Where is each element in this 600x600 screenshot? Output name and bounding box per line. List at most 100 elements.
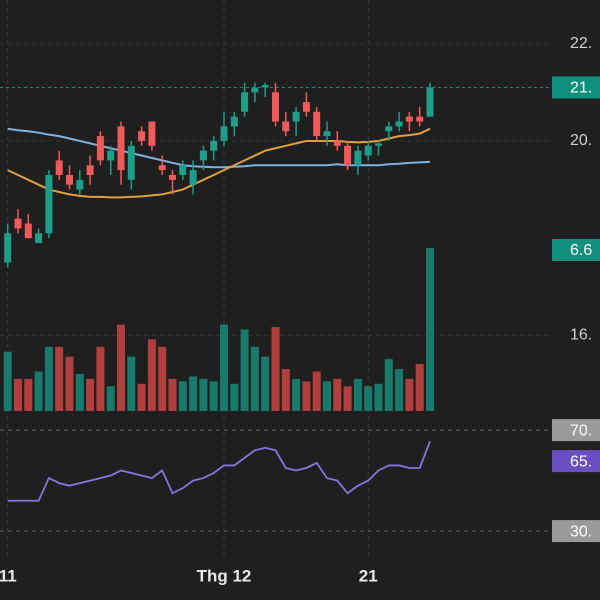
volume-bar <box>220 324 228 411</box>
candle-body <box>210 140 218 151</box>
volume-bar <box>292 378 301 411</box>
volume-bar <box>3 351 12 411</box>
candle-body <box>35 233 43 244</box>
candle-body <box>169 174 176 180</box>
volume-bar <box>261 356 270 411</box>
candle-body <box>76 179 84 190</box>
volume-bar <box>127 356 136 411</box>
volume-bar <box>199 378 208 411</box>
moving-average-line <box>7 127 431 199</box>
volume-bar <box>24 378 33 411</box>
candle-body <box>302 102 310 112</box>
candle-body <box>199 150 207 161</box>
candle-body <box>272 92 279 122</box>
candle-body <box>292 111 300 122</box>
candle-body <box>375 143 382 146</box>
volume-bar <box>240 329 249 411</box>
candle-body <box>261 85 269 88</box>
x-tick-label: 21 <box>359 566 378 585</box>
volume-bar <box>137 383 146 411</box>
candle-body <box>282 121 290 132</box>
volume-bar <box>405 378 414 411</box>
candle-body <box>14 218 22 229</box>
candle-body <box>86 165 94 175</box>
candle-body <box>158 165 166 171</box>
volume-bar <box>374 383 383 411</box>
volume-bar <box>65 356 74 411</box>
volume-bar <box>14 378 22 411</box>
value-label-box <box>552 450 600 473</box>
volume-bar <box>147 339 156 411</box>
volume-bar <box>312 371 321 411</box>
candle-body <box>426 87 434 117</box>
candle-body <box>354 150 362 166</box>
volume-bar <box>415 364 424 411</box>
candle-body <box>117 126 125 171</box>
volume-bar <box>168 378 177 411</box>
volume-bar <box>209 381 218 411</box>
volume-bar <box>158 346 167 411</box>
value-label: 6.6 <box>570 242 592 259</box>
volume-bar <box>117 324 125 411</box>
volume-bar <box>364 386 373 411</box>
candle-body <box>45 174 53 234</box>
volume-bar <box>333 378 342 411</box>
value-label: 21. <box>570 80 592 97</box>
volume-bar <box>281 369 290 411</box>
x-tick-label: Thg 12 <box>197 566 252 585</box>
candle-body <box>364 145 372 156</box>
candle-body <box>251 87 259 93</box>
candle-body <box>230 116 238 127</box>
rsi-line <box>7 441 431 502</box>
volume-bar <box>86 378 95 411</box>
volume-bar <box>353 378 362 411</box>
candle-body <box>344 145 352 166</box>
value-label: 65. <box>570 453 592 470</box>
volume-bar <box>302 381 311 411</box>
candle-body <box>96 136 104 161</box>
volume-bar <box>426 248 434 411</box>
volume-bar <box>189 376 198 411</box>
candle-body <box>24 223 32 239</box>
volume-bar <box>343 386 352 411</box>
candle-body <box>66 174 73 185</box>
candle-body <box>148 121 156 146</box>
y-tick-label: 16. <box>570 327 592 344</box>
value-label-box <box>552 520 600 543</box>
volume-bar <box>250 346 259 411</box>
candle-body <box>220 126 228 141</box>
candle-body <box>405 116 413 122</box>
candle-body <box>179 165 187 175</box>
candle-body <box>4 233 12 263</box>
volume-bar <box>395 369 404 411</box>
candle-body <box>55 160 63 175</box>
x-tick-label: 11 <box>0 566 17 585</box>
value-label: 30. <box>570 523 592 540</box>
volume-bar <box>230 383 239 411</box>
volume-bar <box>34 371 43 411</box>
candle-body <box>385 126 393 132</box>
candle-body <box>416 116 424 122</box>
volume-bar <box>75 373 84 411</box>
volume-bar <box>96 346 105 411</box>
candle-body <box>241 92 249 112</box>
candle-body <box>138 131 146 141</box>
candle-body <box>395 121 403 127</box>
volume-bar <box>55 346 64 411</box>
volume-bar <box>384 359 393 411</box>
value-label-box <box>552 239 600 261</box>
value-label: 70. <box>570 422 592 439</box>
y-tick-label: 20. <box>570 132 592 149</box>
candle-body <box>313 111 321 137</box>
volume-bar <box>271 327 280 411</box>
volume-bar <box>178 381 187 411</box>
volume-bar <box>106 386 115 411</box>
y-tick-label: 22. <box>570 35 592 52</box>
value-label-box <box>552 419 600 442</box>
value-label-box <box>552 76 600 99</box>
candle-body <box>189 170 197 185</box>
candle-body <box>333 140 341 146</box>
volume-bar <box>44 346 53 411</box>
